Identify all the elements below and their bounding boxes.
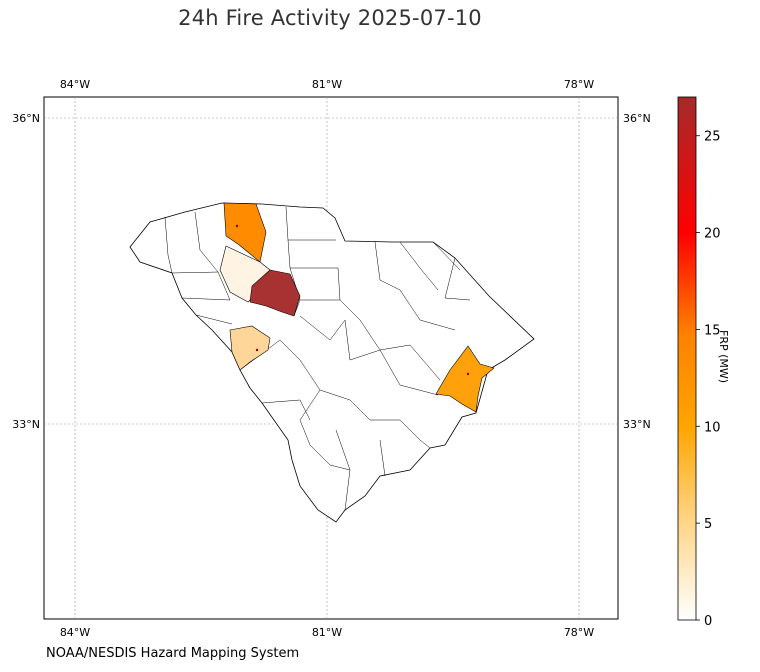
colorbar-label: FRP (MW) (717, 330, 730, 384)
lon-tick-top: 84°W (60, 78, 90, 91)
county-edgefield-fire (229, 325, 271, 371)
credit-text: NOAA/NESDIS Hazard Mapping System (46, 646, 300, 661)
chart-title: 24h Fire Activity 2025-07-10 (178, 6, 482, 30)
lat-tick-left: 33°N (12, 418, 40, 431)
colorbar-tick-label: 10 (704, 420, 721, 435)
lat-tick-right: 36°N (623, 112, 651, 125)
colorbar-tick-label: 20 (704, 227, 721, 242)
county-borders (164, 206, 471, 511)
colorbar-tick-label: 15 (704, 323, 721, 338)
colorbar-ticks: 0 5 10 15 20 25 (696, 130, 721, 629)
lon-tick-top: 81°W (312, 78, 342, 91)
county-georgetown-fire (435, 345, 495, 413)
colorbar-tick-label: 25 (704, 130, 721, 145)
county-newberry-fire (249, 269, 301, 317)
lon-tick-bottom: 81°W (312, 626, 342, 639)
lon-tick-top: 78°W (564, 78, 594, 91)
fire-point (466, 372, 470, 376)
colorbar-tick-label: 5 (704, 517, 712, 532)
lat-tick-right: 33°N (623, 418, 651, 431)
lon-tick-bottom: 84°W (60, 626, 90, 639)
lon-tick-bottom: 78°W (564, 626, 594, 639)
lat-tick-left: 36°N (12, 112, 40, 125)
fire-detections (235, 224, 470, 376)
colorbar-tick-label: 0 (704, 614, 712, 629)
fire-point (255, 348, 259, 352)
colorbar (677, 96, 697, 621)
fire-point (235, 224, 239, 228)
